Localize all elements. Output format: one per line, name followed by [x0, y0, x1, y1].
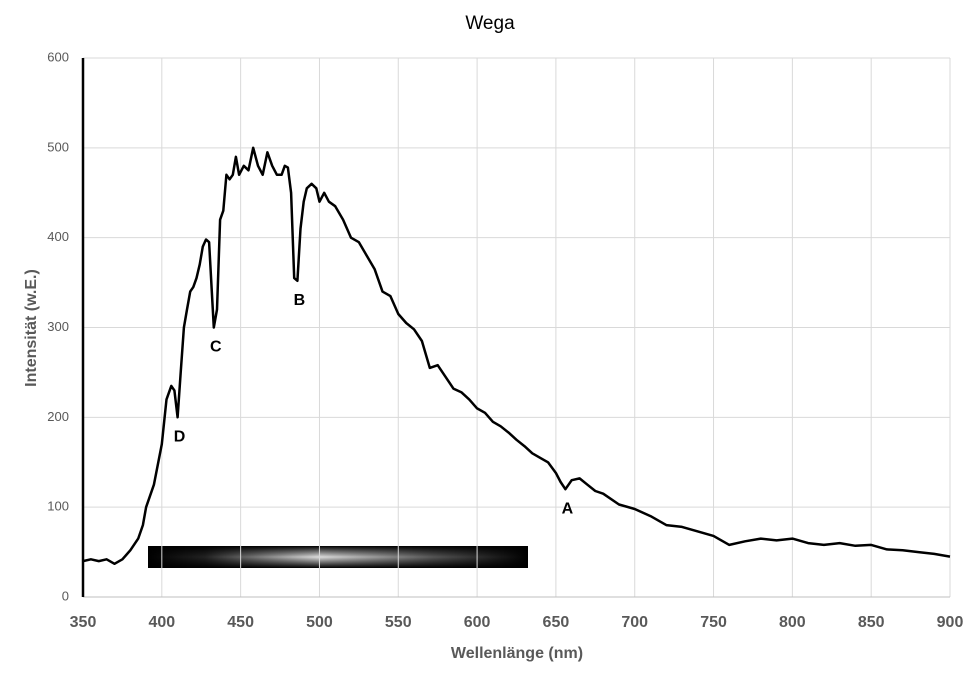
annotation: A [562, 500, 574, 517]
x-axis-label: Wellenlänge (nm) [451, 645, 583, 662]
x-tick-label: 700 [621, 614, 648, 631]
y-tick-label: 300 [47, 319, 69, 334]
spectrum-line [82, 146, 951, 566]
x-tick-label: 800 [779, 614, 806, 631]
x-tick-label: 650 [543, 614, 570, 631]
y-tick-label: 100 [47, 499, 69, 514]
x-tick-label: 550 [385, 614, 412, 631]
annotation: C [210, 339, 222, 356]
annotation: B [294, 292, 306, 309]
chart-title: Wega [465, 13, 515, 34]
x-tick-label: 350 [70, 614, 97, 631]
x-tick-label: 500 [306, 614, 333, 631]
x-tick-label: 850 [858, 614, 885, 631]
y-tick-label: 200 [47, 409, 69, 424]
x-tick-label: 600 [464, 614, 491, 631]
x-tick-label: 900 [937, 614, 964, 631]
y-tick-label: 500 [47, 139, 69, 154]
y-axis-label: Intensität (w.E.) [23, 269, 40, 387]
spectrum-strip-shade [148, 546, 528, 568]
y-tick-label: 400 [47, 229, 69, 244]
x-tick-label: 450 [227, 614, 254, 631]
annotation: D [174, 429, 186, 446]
x-tick-label: 750 [700, 614, 727, 631]
y-tick-label: 600 [47, 49, 69, 64]
x-tick-label: 400 [148, 614, 175, 631]
y-tick-label: 0 [62, 588, 69, 603]
